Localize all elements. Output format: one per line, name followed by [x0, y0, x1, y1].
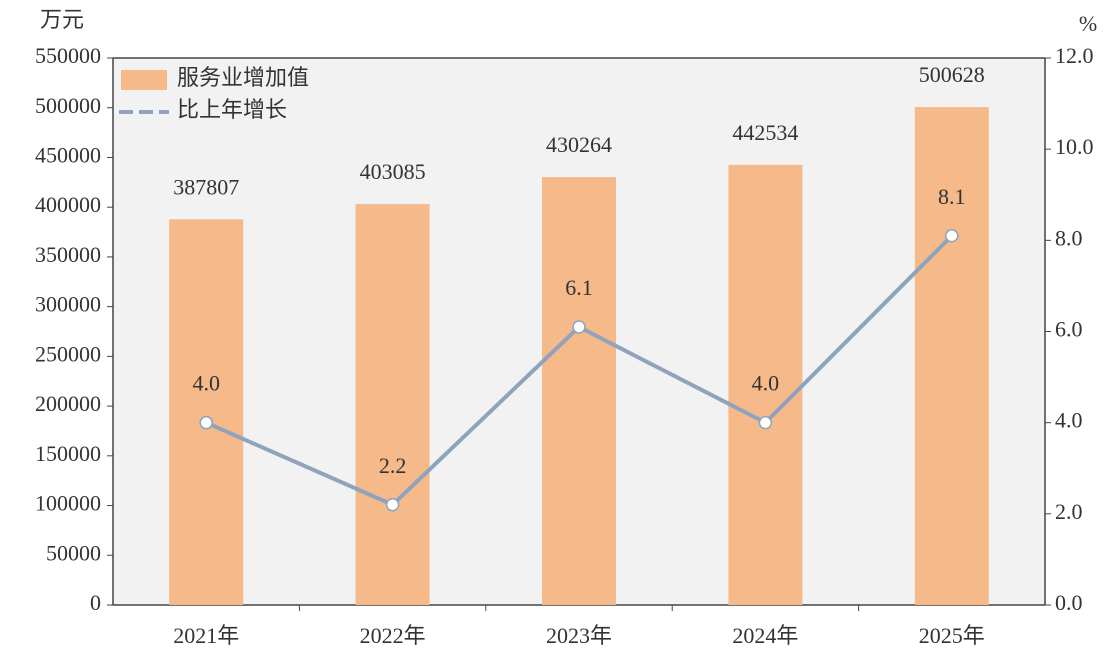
- y-tick-label: 250000: [35, 341, 101, 366]
- line-value-label: 4.0: [192, 371, 220, 396]
- y2-tick-label: 12.0: [1055, 43, 1094, 68]
- bar: [542, 177, 616, 606]
- y-tick-label: 150000: [35, 441, 101, 466]
- x-tick-label: 2025年: [919, 623, 985, 648]
- bar-value-label: 442534: [732, 120, 798, 145]
- y2-tick-label: 0.0: [1055, 590, 1083, 615]
- line-point: [199, 415, 213, 430]
- y-tick-label: 550000: [35, 43, 101, 68]
- legend-swatch: [121, 70, 167, 90]
- line-point: [758, 415, 773, 430]
- legend-label: 比上年增长: [177, 97, 287, 122]
- y-tick-label: 200000: [35, 391, 101, 416]
- line-value-label: 4.0: [752, 371, 780, 396]
- y2-tick-label: 2.0: [1055, 499, 1083, 524]
- y-tick-label: 450000: [35, 143, 101, 168]
- line-point: [385, 497, 400, 512]
- y-tick-label: 500000: [35, 93, 101, 118]
- line-point: [945, 229, 959, 243]
- bar: [355, 204, 430, 605]
- y-tick-label: 350000: [35, 242, 101, 267]
- y-axis-unit: 万元: [40, 7, 84, 32]
- x-tick-label: 2024年: [732, 623, 798, 648]
- bar-value-label: 500628: [919, 62, 985, 87]
- line-value-label: 8.1: [938, 184, 966, 209]
- legend-label: 服务业增加值: [177, 65, 309, 90]
- x-tick-label: 2023年: [546, 623, 612, 648]
- y-tick-label: 400000: [35, 192, 101, 217]
- bar-value-label: 430264: [546, 132, 612, 157]
- bar: [169, 219, 244, 606]
- y2-tick-label: 4.0: [1055, 408, 1083, 433]
- bar-value-label: 403085: [360, 159, 426, 184]
- y-tick-label: 100000: [35, 491, 101, 516]
- y2-axis-unit: %: [1079, 11, 1097, 36]
- x-tick-label: 2022年: [360, 623, 426, 648]
- line-value-label: 6.1: [565, 275, 593, 300]
- bar: [728, 164, 803, 605]
- y2-tick-label: 6.0: [1055, 317, 1083, 342]
- line-value-label: 2.2: [379, 453, 407, 478]
- y-tick-label: 300000: [35, 292, 101, 317]
- bar: [914, 107, 989, 606]
- line-point: [572, 320, 586, 334]
- y-tick-label: 50000: [46, 540, 101, 565]
- y-tick-label: 0: [90, 590, 101, 615]
- x-tick-label: 2021年: [173, 623, 239, 648]
- y2-tick-label: 8.0: [1055, 225, 1083, 250]
- bar-value-label: 387807: [173, 174, 239, 199]
- y2-tick-label: 10.0: [1055, 134, 1094, 159]
